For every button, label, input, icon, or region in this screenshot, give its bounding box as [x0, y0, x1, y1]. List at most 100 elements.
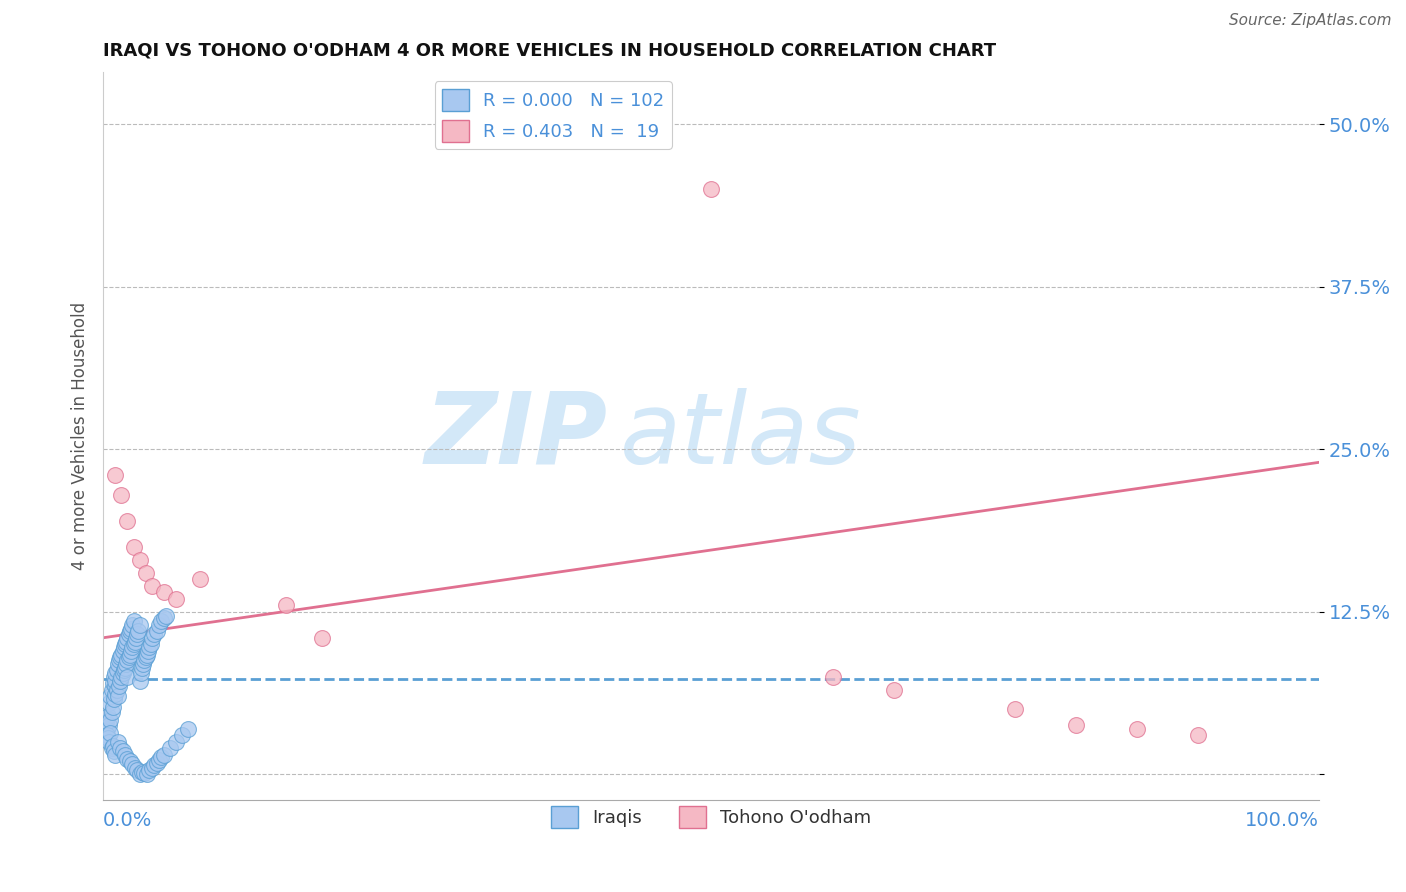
- Point: [100, 713, 122, 727]
- Point: [96, 728, 118, 742]
- Point: [111, 665, 134, 680]
- Point: [138, 764, 160, 778]
- Point: [190, 572, 212, 586]
- Point: [97, 708, 120, 723]
- Point: [128, 553, 150, 567]
- Point: [108, 650, 131, 665]
- Point: [110, 488, 132, 502]
- Point: [115, 634, 138, 648]
- Point: [122, 614, 145, 628]
- Point: [100, 705, 122, 719]
- Point: [153, 611, 176, 625]
- Point: [111, 644, 134, 658]
- Point: [141, 761, 163, 775]
- Point: [274, 599, 297, 613]
- Point: [165, 735, 187, 749]
- Point: [98, 718, 121, 732]
- Text: atlas: atlas: [620, 388, 862, 485]
- Point: [134, 766, 156, 780]
- Point: [112, 640, 135, 654]
- Point: [114, 637, 136, 651]
- Point: [104, 665, 127, 680]
- Point: [127, 764, 149, 778]
- Point: [131, 764, 153, 779]
- Point: [100, 682, 122, 697]
- Point: [139, 637, 162, 651]
- Point: [97, 731, 120, 745]
- Point: [94, 715, 117, 730]
- Point: [172, 728, 194, 742]
- Point: [114, 660, 136, 674]
- Point: [101, 676, 124, 690]
- Point: [120, 622, 142, 636]
- Point: [138, 640, 160, 654]
- Point: [153, 585, 176, 599]
- Point: [110, 670, 132, 684]
- Point: [108, 653, 131, 667]
- Text: 0.0%: 0.0%: [103, 811, 152, 830]
- Point: [103, 670, 125, 684]
- Point: [120, 644, 142, 658]
- Point: [107, 735, 129, 749]
- Point: [107, 657, 129, 671]
- Point: [101, 739, 124, 753]
- Point: [101, 699, 124, 714]
- Point: [122, 637, 145, 651]
- Text: ZIP: ZIP: [425, 388, 607, 485]
- Point: [118, 624, 141, 639]
- Point: [141, 579, 163, 593]
- Text: Source: ZipAtlas.com: Source: ZipAtlas.com: [1229, 13, 1392, 29]
- Point: [141, 631, 163, 645]
- Point: [131, 660, 153, 674]
- Point: [100, 725, 122, 739]
- Point: [1064, 718, 1087, 732]
- Point: [124, 634, 146, 648]
- Point: [821, 670, 844, 684]
- Point: [117, 653, 139, 667]
- Point: [122, 540, 145, 554]
- Point: [125, 631, 148, 645]
- Point: [108, 741, 131, 756]
- Point: [124, 761, 146, 775]
- Point: [96, 722, 118, 736]
- Point: [150, 750, 173, 764]
- Point: [118, 754, 141, 768]
- Point: [177, 722, 200, 736]
- Point: [145, 756, 167, 770]
- Point: [143, 758, 166, 772]
- Point: [121, 756, 143, 771]
- Point: [112, 663, 135, 677]
- Point: [111, 744, 134, 758]
- Point: [128, 617, 150, 632]
- Text: IRAQI VS TOHONO O'ODHAM 4 OR MORE VEHICLES IN HOUSEHOLD CORRELATION CHART: IRAQI VS TOHONO O'ODHAM 4 OR MORE VEHICL…: [103, 42, 997, 60]
- Point: [132, 657, 155, 671]
- Point: [115, 657, 138, 671]
- Point: [155, 608, 177, 623]
- Point: [105, 663, 128, 677]
- Point: [98, 735, 121, 749]
- Point: [103, 744, 125, 758]
- Point: [883, 682, 905, 697]
- Point: [159, 741, 181, 756]
- Point: [136, 644, 159, 658]
- Point: [127, 627, 149, 641]
- Point: [103, 691, 125, 706]
- Point: [1125, 722, 1147, 736]
- Point: [117, 631, 139, 645]
- Point: [114, 747, 136, 762]
- Point: [117, 751, 139, 765]
- Point: [117, 514, 139, 528]
- Point: [1004, 702, 1026, 716]
- Point: [165, 591, 187, 606]
- Point: [117, 670, 139, 684]
- Point: [135, 566, 157, 580]
- Point: [118, 650, 141, 665]
- Point: [700, 182, 723, 196]
- Point: [134, 653, 156, 667]
- Point: [135, 650, 157, 665]
- Point: [128, 767, 150, 781]
- Point: [100, 690, 122, 704]
- Point: [135, 648, 157, 662]
- Point: [107, 690, 129, 704]
- Point: [110, 648, 132, 662]
